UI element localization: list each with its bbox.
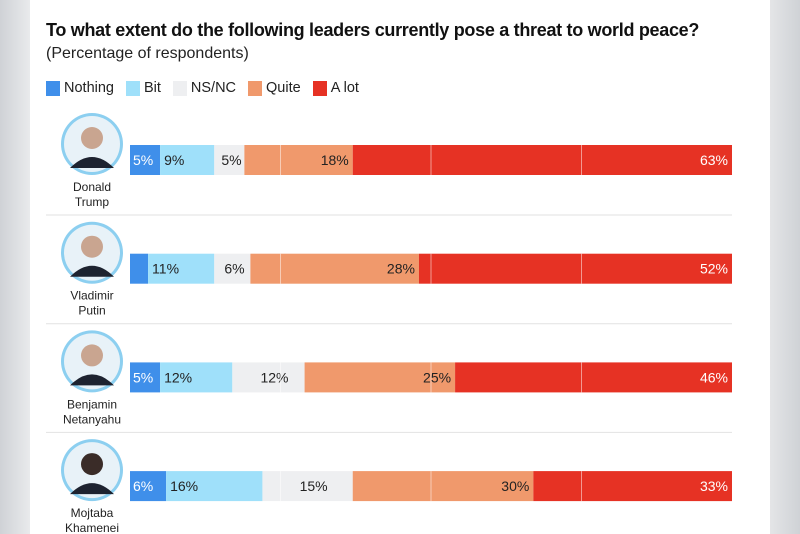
data-label: 18% [321, 152, 349, 168]
avatar-head [81, 344, 103, 367]
avatar-body [70, 374, 114, 386]
category-label: Vladimir [70, 289, 113, 303]
bar-segment [160, 362, 233, 393]
data-label: 6% [133, 478, 153, 494]
bar-segment [418, 253, 732, 284]
data-label: 30% [501, 478, 529, 494]
legend-label: Quite [266, 80, 301, 96]
legend-swatch [248, 80, 263, 96]
category-label: Donald [73, 180, 111, 194]
data-label: 33% [700, 478, 728, 494]
bar-segment [130, 145, 161, 175]
avatar-body [70, 483, 114, 495]
data-label: 12% [164, 369, 192, 385]
bar-segment [232, 362, 305, 393]
avatar-body [70, 157, 114, 168]
bar-segment [455, 362, 732, 393]
legend-swatch [312, 80, 327, 96]
bar-segment [352, 471, 534, 502]
category-label: Putin [78, 304, 105, 318]
data-label: 52% [700, 261, 728, 277]
legend-item: Quite [248, 80, 301, 96]
bar-segment [244, 145, 353, 175]
data-label: 15% [300, 478, 328, 494]
data-label: 12% [260, 369, 288, 385]
avatar-head [81, 453, 103, 476]
category-label: Trump [75, 195, 110, 209]
legend-label: NS/NC [190, 80, 237, 96]
bar-segment [148, 253, 215, 284]
data-label: 6% [224, 261, 244, 277]
category-label: Khamenei [65, 521, 119, 534]
bar-segment [214, 145, 245, 175]
bar-segment [533, 471, 732, 502]
legend-swatch [46, 80, 60, 96]
legend-label: Nothing [64, 80, 114, 96]
bar-segment [130, 362, 161, 393]
bar-segment [160, 145, 215, 175]
data-label: 5% [133, 152, 153, 168]
bar-segment [352, 145, 732, 175]
data-label: 5% [133, 369, 153, 385]
chart-subtitle: (Percentage of respondents) [46, 45, 249, 62]
legend-item: Nothing [46, 80, 114, 96]
category-label: Mojtaba [71, 506, 114, 520]
legend-item: A lot [312, 80, 359, 96]
legend-item: NS/NC [172, 80, 237, 96]
data-label: 16% [170, 478, 198, 494]
data-label: 11% [152, 261, 179, 277]
legend-swatch [172, 80, 187, 96]
legend-item: Bit [125, 80, 161, 96]
chart-title: To what extent do the following leaders … [46, 20, 700, 40]
avatar-body [70, 265, 114, 277]
bar-segment [214, 253, 251, 284]
category-label: Benjamin [67, 397, 117, 411]
data-label: 28% [387, 261, 415, 277]
category-label: Netanyahu [63, 412, 121, 426]
data-label: 46% [700, 369, 728, 385]
data-label: 63% [700, 152, 728, 168]
legend-label: A lot [330, 80, 359, 96]
data-label: 5% [221, 152, 241, 168]
data-label: 25% [423, 369, 451, 385]
bar-segment [130, 471, 167, 502]
bar-segment [166, 471, 263, 502]
bar-segment [262, 471, 353, 502]
bar-segment [250, 253, 419, 284]
legend: Nothing Bit NS/NC Quite A lot [46, 80, 359, 96]
legend-label: Bit [143, 80, 161, 96]
bar-segment [304, 362, 456, 393]
data-label: 9% [164, 152, 184, 168]
avatar-head [81, 127, 103, 149]
legend-swatch [125, 80, 140, 96]
bar-segment [130, 253, 149, 284]
avatar-head [81, 235, 103, 258]
